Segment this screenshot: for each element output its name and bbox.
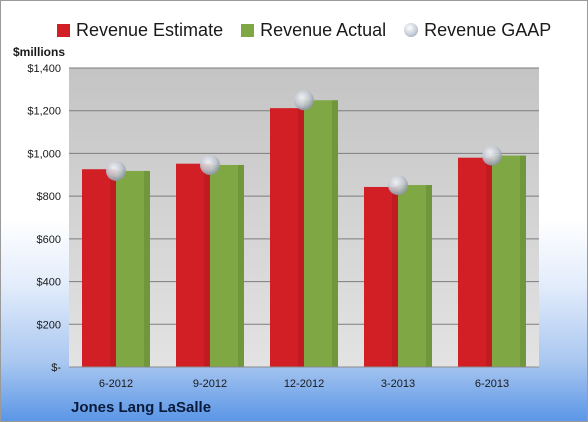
y-tick-label: $1,400 (27, 63, 61, 75)
legend: Revenue Estimate Revenue Actual Revenue … (57, 18, 569, 42)
bar-shade (520, 155, 526, 367)
bar-shade (144, 170, 150, 367)
bar-revenue-actual (304, 100, 338, 368)
bar-revenue-estimate (82, 169, 116, 367)
legend-swatch-estimate (57, 23, 70, 37)
x-tick-label: 12-2012 (284, 378, 324, 390)
y-tick-label: $400 (37, 277, 61, 289)
x-tick-label: 6-2013 (475, 378, 509, 390)
bar-shade (426, 185, 432, 367)
marker-revenue-gaap (482, 145, 502, 166)
legend-label-gaap: Revenue GAAP (424, 19, 552, 40)
company-name: Jones Lang LaSalle (71, 399, 212, 416)
bar-revenue-estimate (458, 157, 492, 367)
bar-shade (392, 186, 398, 367)
bar-revenue-actual (116, 170, 150, 367)
x-tick-label: 9-2012 (193, 378, 227, 390)
bar-revenue-actual (398, 185, 432, 367)
marker-revenue-gaap (294, 90, 314, 111)
bar-shade (110, 169, 116, 367)
bar-revenue-actual (210, 164, 244, 367)
y-tick-labels: $- $200 $400 $600 $800 $1,000 $1,200 $1,400 (27, 63, 61, 374)
bar-shade (238, 164, 244, 367)
legend-swatch-gaap (404, 23, 419, 37)
y-tick-label: $200 (37, 319, 61, 331)
bar-shade (332, 100, 338, 368)
y-tick-label: $- (51, 362, 61, 374)
x-tick-label: 3-2013 (381, 378, 415, 390)
bar-revenue-actual (492, 155, 526, 367)
marker-revenue-gaap (106, 160, 126, 181)
legend-item-actual: Revenue Actual (241, 20, 386, 41)
legend-item-gaap: Revenue GAAP (404, 20, 551, 41)
gaap-markers (106, 90, 502, 196)
y-tick-label: $800 (37, 191, 61, 203)
bars (82, 100, 526, 368)
legend-label-actual: Revenue Actual (260, 19, 387, 40)
y-axis-units: $millions (13, 45, 66, 59)
bar-revenue-estimate (176, 163, 210, 367)
bar-revenue-estimate (364, 186, 398, 367)
y-tick-label: $1,000 (27, 148, 61, 160)
x-tick-labels: 6-2012 9-2012 12-2012 3-2013 6-2013 (99, 378, 509, 390)
bar-shade (298, 108, 304, 367)
legend-item-estimate: Revenue Estimate (57, 20, 223, 41)
legend-label-estimate: Revenue Estimate (76, 19, 224, 40)
legend-swatch-actual (241, 23, 255, 37)
x-tick-label: 6-2012 (99, 378, 133, 390)
bar-shade (204, 163, 210, 367)
y-tick-label: $1,200 (27, 106, 61, 118)
bar-revenue-estimate (270, 108, 304, 367)
marker-revenue-gaap (200, 154, 220, 175)
y-tick-label: $600 (37, 234, 61, 246)
marker-revenue-gaap (388, 175, 408, 196)
bar-shade (486, 157, 492, 367)
